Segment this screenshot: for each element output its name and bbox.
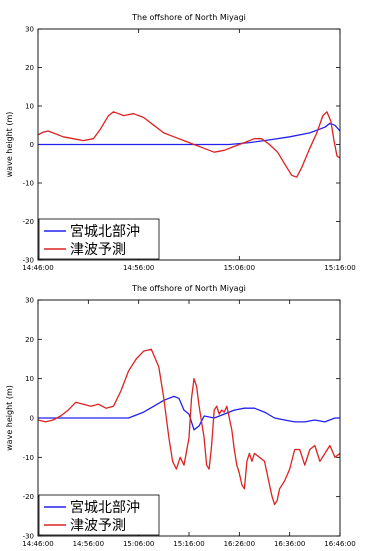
series-line-0 bbox=[38, 122, 340, 146]
y-tick-label: 0 bbox=[30, 415, 34, 423]
legend-box bbox=[38, 218, 160, 260]
chart-title: The offshore of North Miyagi bbox=[131, 13, 246, 22]
x-tick-label: 15:16:00 bbox=[324, 264, 355, 272]
y-tick-label: -10 bbox=[23, 454, 34, 462]
series-line-1 bbox=[38, 348, 340, 506]
y-tick-label: -20 bbox=[23, 493, 34, 501]
x-tick-label: 15:16:00 bbox=[173, 540, 204, 548]
y-tick-label: 20 bbox=[25, 336, 34, 344]
y-axis-label: wave height (m) bbox=[5, 112, 14, 178]
legend-box bbox=[38, 494, 160, 536]
x-tick-label: 14:46:00 bbox=[22, 264, 53, 272]
chart-bottom: The offshore of North Miyagi wave height … bbox=[5, 284, 356, 548]
y-tick-label: 10 bbox=[25, 103, 34, 111]
plot-frame bbox=[37, 28, 341, 261]
series-line-0 bbox=[38, 395, 340, 431]
x-tick-label: 16:46:00 bbox=[324, 540, 355, 548]
y-tick-label: -10 bbox=[23, 180, 34, 188]
x-tick-label: 14:56:00 bbox=[73, 540, 104, 548]
y-tick-label: -30 bbox=[23, 257, 34, 265]
legend-label: 津波予測 bbox=[70, 518, 126, 534]
y-tick-label: 0 bbox=[30, 141, 34, 149]
y-axis-label: wave height (m) bbox=[5, 385, 14, 451]
x-tick-label: 14:56:00 bbox=[123, 264, 154, 272]
series-line-1 bbox=[38, 111, 340, 178]
x-tick-label: 15:06:00 bbox=[123, 540, 154, 548]
legend-label: 津波予測 bbox=[70, 242, 126, 258]
y-tick-label: -30 bbox=[23, 533, 34, 541]
legend-label: 宮城北部沖 bbox=[70, 224, 140, 240]
chart-top: The offshore of North Miyagi wave height … bbox=[5, 13, 356, 272]
y-tick-label: 30 bbox=[25, 297, 34, 305]
x-tick-label: 15:06:00 bbox=[224, 264, 255, 272]
y-tick-label: 20 bbox=[25, 64, 34, 72]
x-tick-label: 16:26:00 bbox=[224, 540, 255, 548]
y-tick-label: 30 bbox=[25, 26, 34, 34]
y-tick-label: -20 bbox=[23, 218, 34, 226]
legend-label: 宮城北部沖 bbox=[70, 500, 140, 516]
chart-title: The offshore of North Miyagi bbox=[131, 284, 246, 293]
plot-frame bbox=[37, 299, 341, 537]
y-tick-label: 10 bbox=[25, 375, 34, 383]
x-tick-label: 14:46:00 bbox=[22, 540, 53, 548]
x-tick-label: 16:36:00 bbox=[274, 540, 305, 548]
